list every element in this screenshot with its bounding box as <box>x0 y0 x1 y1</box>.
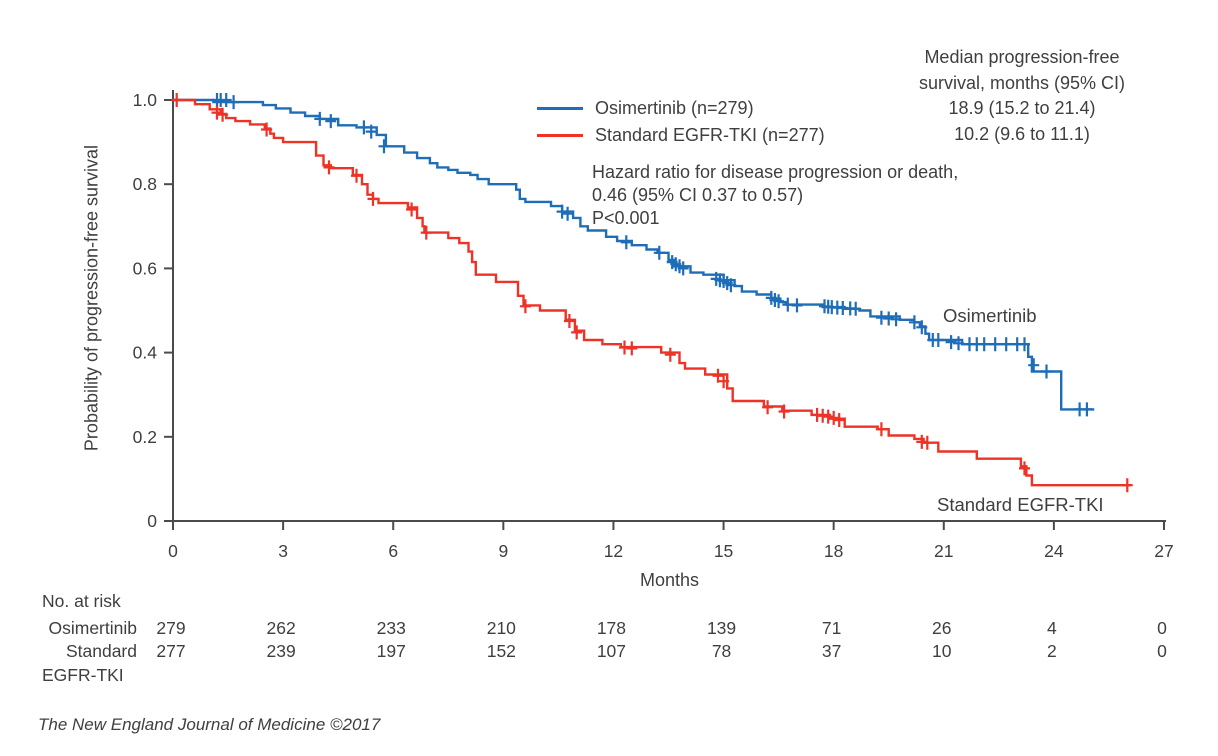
median-title-line1: Median progression-free <box>924 47 1120 67</box>
survival-curve <box>173 98 1095 411</box>
curve-label-osimertinib: Osimertinib <box>943 305 1037 326</box>
legend-label-osimertinib: Osimertinib (n=279) <box>595 98 754 118</box>
axis-tick-label: 0.8 <box>133 174 157 194</box>
risk-value: 152 <box>486 641 516 661</box>
median-title-line2: survival, months (95% CI) <box>918 72 1126 93</box>
axis-tick-label: 3 <box>278 541 288 561</box>
hazard-line1: Hazard ratio for disease progression or … <box>592 162 959 182</box>
risk-value: 210 <box>486 618 516 638</box>
series-osimertinib <box>173 93 1095 417</box>
risk-value: 4 <box>1047 618 1057 638</box>
risk-value: 71 <box>821 618 842 638</box>
risk-value: 233 <box>376 618 406 638</box>
censor-marks <box>211 93 1093 417</box>
risk-row-label-standard-line1: Standard <box>65 641 137 661</box>
risk-value: 239 <box>266 641 296 661</box>
risk-value: 279 <box>156 618 186 638</box>
risk-value: 178 <box>596 618 627 638</box>
risk-value: 277 <box>156 641 186 661</box>
median-survival-annotation: Median progression-free survival, months… <box>832 45 1212 147</box>
axis-tick-label: 27 <box>1154 541 1173 561</box>
risk-value: 107 <box>596 641 627 661</box>
risk-value: 262 <box>266 618 296 638</box>
axis-tick-label: 9 <box>498 541 508 561</box>
axis-tick-label: 6 <box>388 541 398 561</box>
risk-value: 37 <box>821 641 842 661</box>
risk-value: 26 <box>932 618 952 638</box>
axis-tick-label: 24 <box>1044 541 1064 561</box>
legend: Osimertinib (n=279) Standard EGFR-TKI (n… <box>537 95 825 149</box>
curve-label-standard-egfr-tki: Standard EGFR-TKI <box>937 494 1104 515</box>
hazard-line3: P<0.001 <box>592 208 660 228</box>
risk-value: 2 <box>1047 641 1057 661</box>
axis-tick-label: 0.4 <box>133 343 158 363</box>
legend-line-swatch-standard <box>537 134 583 137</box>
series-standard-egfr-tki <box>171 93 1133 493</box>
axis-tick-label: 0.6 <box>133 258 157 278</box>
axis-tick-label: 1.0 <box>133 90 158 110</box>
risk-table-title: No. at risk <box>42 591 121 611</box>
legend-label-standard: Standard EGFR-TKI (n=277) <box>595 125 825 145</box>
risk-value: 197 <box>376 641 406 661</box>
hazard-line2: 0.46 (95% CI 0.37 to 0.57) <box>592 185 804 205</box>
hazard-ratio-annotation: Hazard ratio for disease progression or … <box>592 161 958 230</box>
axis-tick-label: 15 <box>714 541 733 561</box>
legend-line-swatch-osimertinib <box>537 107 583 110</box>
y-axis-title: Probability of progression-free survival <box>81 144 102 452</box>
x-axis-title: Months <box>639 570 700 590</box>
legend-row-standard: Standard EGFR-TKI (n=277) <box>537 122 825 149</box>
risk-value: 0 <box>1157 618 1167 638</box>
risk-value: 10 <box>932 641 952 661</box>
axis-tick-label: 18 <box>824 541 843 561</box>
axis-tick-label: 21 <box>934 541 953 561</box>
legend-row-osimertinib: Osimertinib (n=279) <box>537 95 825 122</box>
axis-tick-label: 12 <box>604 541 623 561</box>
axis-tick-label: 0 <box>168 541 178 561</box>
survival-curve <box>173 98 1131 487</box>
median-value-osimertinib: 18.9 (15.2 to 21.4) <box>948 98 1096 118</box>
median-value-standard: 10.2 (9.6 to 11.1) <box>954 123 1090 144</box>
risk-value: 139 <box>706 618 737 638</box>
risk-row-label-standard-line2: EGFR-TKI <box>42 665 124 685</box>
risk-value: 0 <box>1157 641 1167 661</box>
axis-tick-label: 0 <box>147 511 157 531</box>
axis-tick-label: 0.2 <box>133 427 157 447</box>
risk-row-label-osimertinib: Osimertinib <box>48 618 138 638</box>
risk-value: 78 <box>711 641 732 661</box>
censor-marks <box>171 93 1133 493</box>
source-attribution: The New England Journal of Medicine ©201… <box>38 715 381 734</box>
